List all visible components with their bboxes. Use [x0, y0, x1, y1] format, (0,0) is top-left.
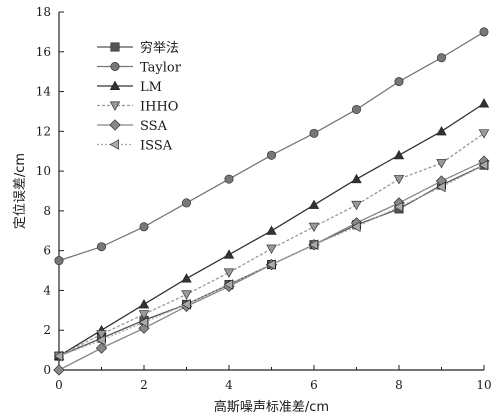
data-point [436, 159, 447, 169]
data-point [309, 128, 319, 138]
data-point [351, 221, 361, 233]
data-point [351, 104, 361, 114]
data-point [96, 330, 107, 340]
legend-item: 穷举法 [97, 40, 179, 56]
x-axis-title: 高斯噪声标准差/cm [214, 399, 329, 415]
legend-label: SSA [140, 119, 168, 134]
x-tick-label: 6 [310, 378, 318, 392]
data-point [266, 150, 276, 160]
data-point [54, 256, 64, 266]
x-tick-label: 10 [476, 378, 491, 392]
data-point [266, 244, 277, 254]
data-point [95, 342, 108, 354]
data-point [394, 77, 404, 87]
y-tick-label: 4 [43, 283, 51, 297]
legend-marker [110, 42, 120, 52]
data-point [393, 175, 405, 185]
data-point [53, 350, 64, 362]
legend-label: IHHO [140, 100, 178, 115]
data-point [351, 200, 362, 211]
series-6 [53, 159, 489, 362]
legend-item: Taylor [97, 61, 182, 76]
data-point [138, 310, 150, 320]
series-2 [54, 27, 489, 266]
y-axis-title: 定位误差/cm [13, 153, 28, 229]
y-tick-label: 12 [36, 124, 51, 138]
data-point [223, 249, 235, 259]
data-point [138, 317, 148, 328]
legend-item: IHHO [97, 100, 178, 115]
data-point [266, 259, 276, 270]
series-4 [53, 129, 490, 362]
data-point [53, 364, 65, 376]
y-tick-label: 0 [43, 363, 51, 377]
data-point [351, 173, 362, 184]
y-tick-label: 18 [36, 5, 51, 19]
data-point [97, 242, 107, 252]
data-point [478, 98, 490, 108]
data-point [436, 181, 446, 193]
x-tick-label: 4 [225, 378, 233, 392]
data-point [181, 273, 192, 283]
legend-marker [110, 61, 120, 71]
data-point [478, 129, 490, 139]
x-ticks: 0 2 4 6 8 10 [55, 365, 492, 392]
legend-item: LM [97, 80, 162, 95]
series-layer [53, 27, 490, 376]
data-point [139, 222, 149, 232]
data-point [224, 174, 234, 184]
data-point [436, 53, 446, 63]
data-point [181, 299, 191, 310]
legend-label: LM [140, 80, 162, 95]
legend-label: Taylor [140, 61, 182, 76]
series-line [58, 164, 485, 357]
y-tick-label: 14 [36, 85, 52, 99]
legend-item: ISSA [97, 139, 173, 154]
legend-label: ISSA [140, 139, 173, 154]
data-point [308, 222, 320, 233]
data-point [266, 225, 277, 235]
data-point [393, 149, 405, 160]
data-point [436, 126, 447, 136]
legend-marker [109, 119, 121, 131]
y-tick-label: 10 [36, 164, 51, 178]
y-tick-label: 8 [43, 204, 51, 218]
data-point [182, 198, 192, 208]
legend-marker [109, 139, 119, 150]
data-point [393, 201, 404, 213]
data-point [138, 299, 150, 309]
y-tick-label: 2 [43, 323, 51, 337]
y-tick-label: 6 [43, 244, 51, 258]
x-tick-label: 0 [55, 378, 63, 392]
legend: 穷举法 Taylor LM IHHO SSA ISSA [97, 40, 182, 154]
data-point [223, 268, 235, 278]
x-tick-label: 2 [140, 378, 148, 392]
legend-item: SSA [97, 119, 168, 134]
data-point [223, 279, 233, 290]
data-point [478, 159, 489, 171]
y-ticks: 0 2 4 6 8 10 12 14 16 18 [36, 5, 64, 377]
data-point [181, 290, 192, 300]
series-3 [53, 98, 490, 361]
data-point [479, 27, 489, 37]
legend-label: 穷举法 [140, 40, 179, 56]
x-tick-label: 8 [395, 378, 403, 392]
y-tick-label: 16 [36, 45, 51, 59]
axes [58, 12, 484, 371]
data-point [308, 239, 319, 250]
legend-marker [109, 101, 121, 111]
legend-marker [109, 80, 121, 90]
data-point [308, 199, 320, 209]
data-point [96, 334, 106, 346]
